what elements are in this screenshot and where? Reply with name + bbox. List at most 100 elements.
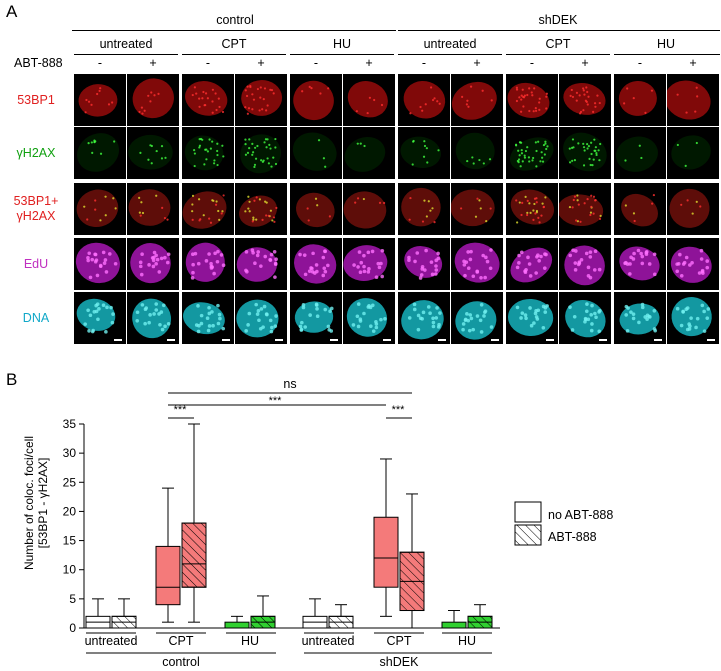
micrograph-cell xyxy=(235,238,287,290)
channel-label: 53BP1+ γH2AX xyxy=(13,194,59,223)
treatment-label-hu-1: HU xyxy=(332,37,352,51)
treatment-label-hu-2: HU xyxy=(656,37,676,51)
micrograph-cell xyxy=(451,238,503,290)
micrograph-cell xyxy=(614,292,666,344)
micrograph-cell xyxy=(451,74,503,126)
micrograph-cell xyxy=(398,238,450,290)
abt-sign: - xyxy=(205,56,211,70)
y-tick-label: 0 xyxy=(69,621,76,635)
treatment-line xyxy=(74,54,178,55)
abt-sign: + xyxy=(149,56,157,70)
micrograph-cell xyxy=(182,127,234,179)
y-tick-label: 35 xyxy=(63,417,77,431)
box xyxy=(224,621,250,629)
abt-888-row-label: ABT-888 xyxy=(14,56,63,70)
group-label-control: control xyxy=(216,13,254,27)
micrograph-cell xyxy=(559,238,611,290)
micrograph-cell xyxy=(667,238,719,290)
micrograph-cell xyxy=(127,127,179,179)
micrograph-cell xyxy=(182,183,234,235)
sig-label-ns: ns xyxy=(283,377,297,391)
abt-sign: - xyxy=(97,56,103,70)
panel-a-letter: A xyxy=(6,2,18,21)
abt-sign: + xyxy=(473,56,481,70)
micrograph-cell xyxy=(398,292,450,344)
group-line-control xyxy=(72,30,396,31)
micrograph-cell xyxy=(74,238,126,290)
treatment-label-cpt-2: CPT xyxy=(545,37,571,51)
micrograph-cell xyxy=(451,292,503,344)
micrograph-cell xyxy=(74,292,126,344)
box xyxy=(441,621,467,629)
micrograph-cell xyxy=(506,292,558,344)
treatment-line xyxy=(614,54,720,55)
abt-sign: - xyxy=(529,56,535,70)
panel-b-letter: B xyxy=(6,370,18,389)
y-tick-label: 5 xyxy=(69,592,76,606)
micrograph-cell xyxy=(182,238,234,290)
micrograph-cell xyxy=(398,74,450,126)
x-label-hu-1: HU xyxy=(240,634,260,648)
micrograph-cell xyxy=(235,127,287,179)
micrograph-cell xyxy=(343,183,395,235)
sig-label-cpt-control: *** xyxy=(173,404,187,416)
sig-label-cpt-overall: *** xyxy=(268,395,282,407)
micrograph-cell xyxy=(127,292,179,344)
treatment-label-cpt-1: CPT xyxy=(221,37,247,51)
micrograph-cell xyxy=(667,292,719,344)
micrograph-cell xyxy=(559,74,611,126)
x-label-untreated-1: untreated xyxy=(84,634,138,648)
micrograph-cell xyxy=(398,183,450,235)
micrograph-cell xyxy=(506,74,558,126)
micrograph-cell xyxy=(182,292,234,344)
micrograph-cell xyxy=(343,238,395,290)
legend-label-abt: ABT-888 xyxy=(548,530,597,544)
micrograph-cell xyxy=(343,127,395,179)
micrograph-cell xyxy=(74,74,126,126)
micrograph-cell xyxy=(506,127,558,179)
micrograph-cell xyxy=(614,127,666,179)
sig-label-cpt-shdek: *** xyxy=(391,404,405,416)
micrograph-cell xyxy=(614,238,666,290)
micrograph-cell xyxy=(127,238,179,290)
channel-label: 53BP1 xyxy=(17,92,55,107)
micrograph-cell xyxy=(451,127,503,179)
treatment-line xyxy=(182,54,286,55)
abt-sign: + xyxy=(689,56,697,70)
channel-label: DNA xyxy=(22,310,50,325)
treatment-label-untreated-2: untreated xyxy=(423,37,477,51)
x-label-cpt-1: CPT xyxy=(168,634,194,648)
micrograph-cell xyxy=(235,292,287,344)
group-label-shdek: shDEK xyxy=(538,13,578,27)
abt-sign: + xyxy=(257,56,265,70)
micrograph-cell xyxy=(182,74,234,126)
x-label-hu-2: HU xyxy=(457,634,477,648)
group-line-shdek xyxy=(398,30,720,31)
box xyxy=(155,545,181,606)
legend-label-no-abt: no ABT-888 xyxy=(548,508,614,522)
abt-sign: + xyxy=(581,56,589,70)
micrograph-cell xyxy=(290,127,342,179)
y-tick-label: 10 xyxy=(63,563,77,577)
micrograph-cell xyxy=(667,74,719,126)
y-tick-label: 25 xyxy=(63,475,77,489)
x-group-label-control: control xyxy=(162,655,200,669)
x-group-label-shdek: shDEK xyxy=(379,655,419,669)
treatment-line xyxy=(506,54,610,55)
legend-swatch-no-abt xyxy=(514,501,542,523)
abt-sign: - xyxy=(421,56,427,70)
micrograph-cell xyxy=(127,183,179,235)
y-axis-title: Number of coloc. foci/cell [53BP1 - γH2A… xyxy=(22,435,50,571)
treatment-label-untreated-1: untreated xyxy=(99,37,153,51)
micrograph-cell xyxy=(667,183,719,235)
micrograph-cell xyxy=(559,292,611,344)
micrograph-cell xyxy=(398,127,450,179)
micrograph-cell xyxy=(451,183,503,235)
box-hatch xyxy=(181,522,207,588)
micrograph-cell xyxy=(127,74,179,126)
micrograph-cell xyxy=(74,183,126,235)
micrograph-cell xyxy=(559,183,611,235)
x-label-cpt-2: CPT xyxy=(386,634,412,648)
micrograph-cell xyxy=(290,238,342,290)
micrograph-cell xyxy=(343,74,395,126)
